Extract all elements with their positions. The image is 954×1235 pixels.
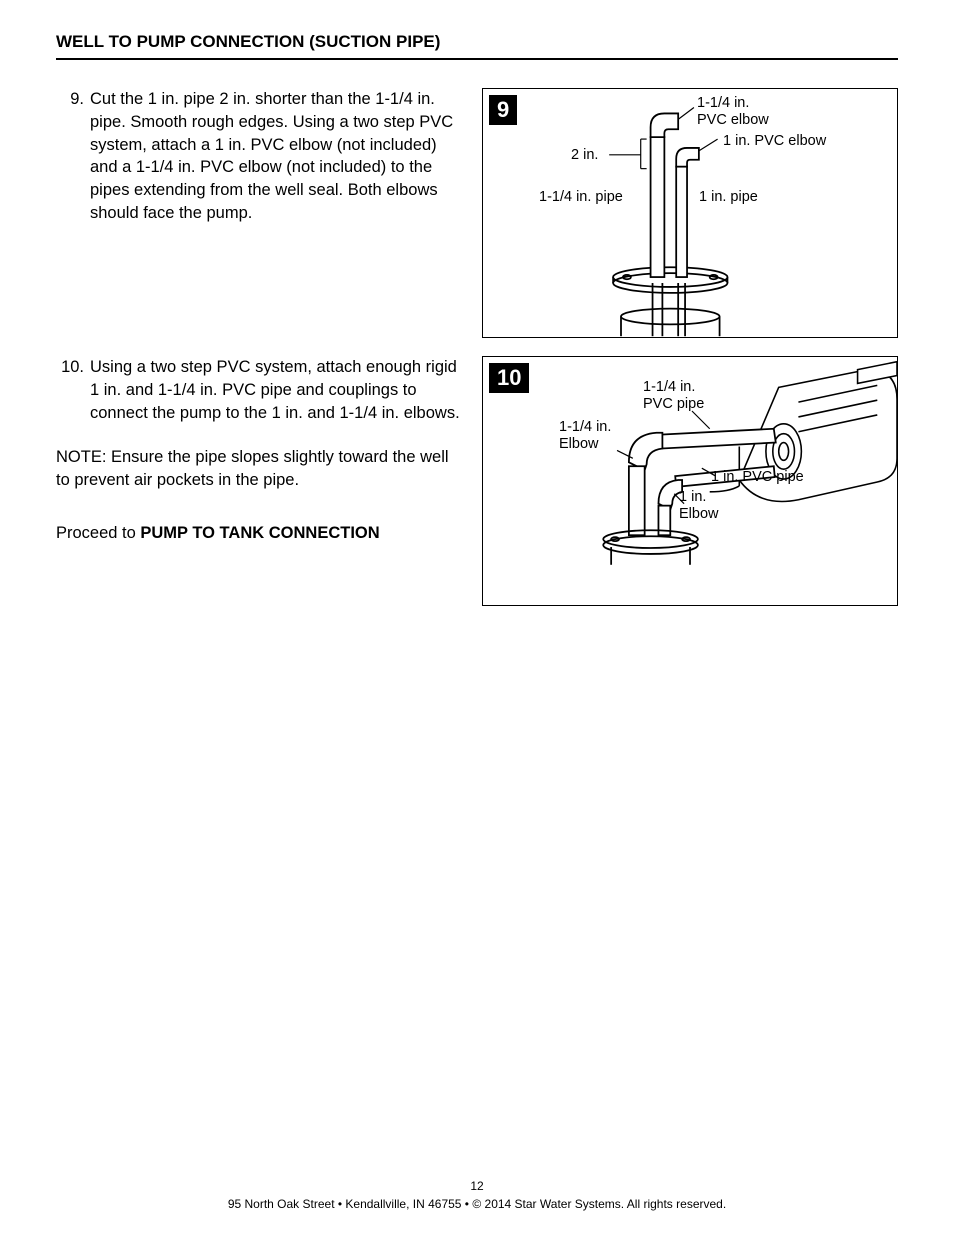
fig10-label-elbow-114: 1-1/4 in. Elbow xyxy=(559,419,611,452)
fig10-label-pipe-1: 1 in. PVC pipe xyxy=(711,469,804,486)
fig9-label-elbow-114: 1-1/4 in. PVC elbow xyxy=(697,95,769,128)
step-10: 10. Using a two step PVC system, attach … xyxy=(56,356,466,424)
fig10-label-elbow-1: 1 in. Elbow xyxy=(679,489,719,522)
fig9-label-pipe-114: 1-1/4 in. pipe xyxy=(539,189,623,206)
fig9-label-pipe-1: 1 in. pipe xyxy=(699,189,758,206)
text-col-10: 10. Using a two step PVC system, attach … xyxy=(56,356,466,606)
section-title: WELL TO PUMP CONNECTION (SUCTION PIPE) xyxy=(56,32,898,60)
row-step-9: 9. Cut the 1 in. pipe 2 in. shorter than… xyxy=(56,88,898,338)
figure-9-diagram xyxy=(483,89,897,337)
proceed-target: PUMP TO TANK CONNECTION xyxy=(140,524,379,542)
step-9-number: 9. xyxy=(56,88,90,225)
text-col-9: 9. Cut the 1 in. pipe 2 in. shorter than… xyxy=(56,88,466,338)
page-footer: 12 95 North Oak Street • Kendallville, I… xyxy=(0,1179,954,1211)
fig10-label-pipe-114: 1-1/4 in. PVC pipe xyxy=(643,379,704,412)
step-10-number: 10. xyxy=(56,356,90,424)
row-step-10: 10. Using a two step PVC system, attach … xyxy=(56,356,898,606)
note-text: NOTE: Ensure the pipe slopes slightly to… xyxy=(56,446,466,492)
step-9: 9. Cut the 1 in. pipe 2 in. shorter than… xyxy=(56,88,466,225)
figure-9: 9 xyxy=(482,88,898,338)
fig9-label-two-in: 2 in. xyxy=(571,147,598,164)
proceed-prefix: Proceed to xyxy=(56,524,140,542)
copyright-line: 95 North Oak Street • Kendallville, IN 4… xyxy=(0,1197,954,1211)
step-9-text: Cut the 1 in. pipe 2 in. shorter than th… xyxy=(90,88,466,225)
fig9-label-elbow-1: 1 in. PVC elbow xyxy=(723,133,826,150)
step-10-text: Using a two step PVC system, attach enou… xyxy=(90,356,466,424)
proceed-line: Proceed to PUMP TO TANK CONNECTION xyxy=(56,522,466,545)
page-number: 12 xyxy=(0,1179,954,1193)
figure-10: 10 xyxy=(482,356,898,606)
